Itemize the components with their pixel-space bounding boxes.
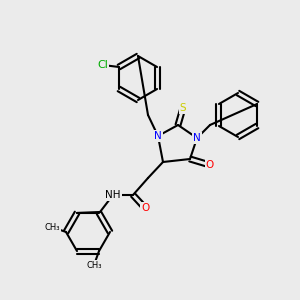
Text: CH₃: CH₃ <box>86 261 102 270</box>
Text: NH: NH <box>105 190 121 200</box>
Text: O: O <box>206 160 214 170</box>
Text: N: N <box>193 133 201 143</box>
Text: CH₃: CH₃ <box>44 223 60 232</box>
Text: N: N <box>154 131 162 141</box>
Text: S: S <box>180 103 186 113</box>
Text: O: O <box>141 203 149 213</box>
Text: Cl: Cl <box>98 60 108 70</box>
